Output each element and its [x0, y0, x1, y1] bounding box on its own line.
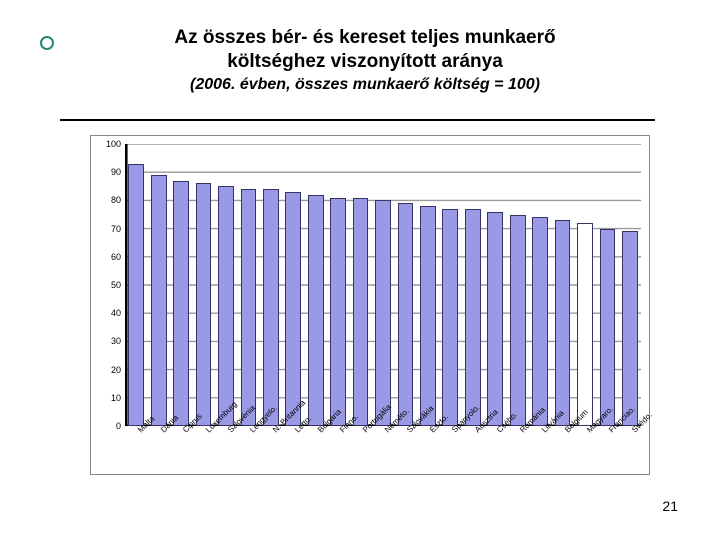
bar-slot: [192, 144, 214, 426]
bar: [196, 183, 212, 426]
bar-slot: [260, 144, 282, 426]
x-label-slot: Portugália: [349, 426, 371, 474]
x-label-slot: Svédo.: [619, 426, 641, 474]
bar-slot: [237, 144, 259, 426]
bar-slot: [372, 144, 394, 426]
y-tick-label: 10: [111, 393, 121, 403]
bar: [622, 231, 638, 426]
y-tick-label: 0: [116, 421, 121, 431]
x-label-slot: Dánia: [147, 426, 169, 474]
x-label-slot: Csého.: [484, 426, 506, 474]
y-tick-label: 70: [111, 224, 121, 234]
bar-slot: [215, 144, 237, 426]
bar-slot: [394, 144, 416, 426]
bar-slot: [147, 144, 169, 426]
x-label-slot: Belgium: [551, 426, 573, 474]
x-label-slot: Finno.: [327, 426, 349, 474]
x-label-slot: N.-Britannia: [260, 426, 282, 474]
bar: [241, 189, 257, 426]
bar-slot: [417, 144, 439, 426]
x-label-slot: Magyaro.: [574, 426, 596, 474]
bar: [398, 203, 414, 426]
page-number: 21: [662, 498, 678, 514]
bar: [532, 217, 548, 426]
bar-slot: [327, 144, 349, 426]
y-tick-label: 30: [111, 336, 121, 346]
bar: [420, 206, 436, 426]
y-tick-label: 80: [111, 195, 121, 205]
bar: [510, 215, 526, 427]
bar-slot: [282, 144, 304, 426]
x-label-slot: Néméto.: [372, 426, 394, 474]
y-tick-label: 20: [111, 365, 121, 375]
x-label-slot: Litvánia: [529, 426, 551, 474]
bar: [151, 175, 167, 426]
x-label-slot: Luxemburg: [192, 426, 214, 474]
bar-slot: [551, 144, 573, 426]
title-block: Az összes bér- és kereset teljes munkaer…: [130, 26, 600, 94]
bar-slot: [349, 144, 371, 426]
bar: [308, 195, 324, 426]
bar-slot: [125, 144, 147, 426]
x-label-slot: Ciprus: [170, 426, 192, 474]
bar: [330, 198, 346, 426]
bar-slot: [462, 144, 484, 426]
bar-chart: 0102030405060708090100 MáltaDániaCiprusL…: [90, 135, 650, 475]
y-tick-label: 100: [106, 139, 121, 149]
y-tick-label: 90: [111, 167, 121, 177]
x-label-slot: Ausztria: [462, 426, 484, 474]
title-underline: [60, 119, 655, 121]
x-tick-labels: MáltaDániaCiprusLuxemburgSzlovéniaLengye…: [125, 426, 641, 474]
bar: [285, 192, 301, 426]
x-label-slot: Bulgária: [305, 426, 327, 474]
x-label-slot: Lengyelo.: [237, 426, 259, 474]
bar: [353, 198, 369, 426]
bar: [555, 220, 571, 426]
bar-slot: [305, 144, 327, 426]
bar: [465, 209, 481, 426]
bars-container: [125, 144, 641, 426]
bar-slot: [506, 144, 528, 426]
bar: [577, 223, 593, 426]
bar: [173, 181, 189, 426]
bar: [218, 186, 234, 426]
bar-slot: [596, 144, 618, 426]
x-label-slot: Letto.: [282, 426, 304, 474]
bullet-icon: [40, 36, 54, 50]
slide-subtitle: (2006. évben, összes munkaerő költség = …: [130, 76, 600, 94]
title-line-2: költséghez viszonyított aránya: [227, 51, 503, 72]
bar: [442, 209, 458, 426]
y-tick-label: 40: [111, 308, 121, 318]
x-label-slot: Málta: [125, 426, 147, 474]
x-label-slot: Franciao.: [596, 426, 618, 474]
bar-slot: [574, 144, 596, 426]
bar-slot: [439, 144, 461, 426]
bar: [263, 189, 279, 426]
slide-title: Az összes bér- és kereset teljes munkaer…: [130, 26, 600, 74]
x-label-slot: Észto.: [417, 426, 439, 474]
y-tick-label: 60: [111, 252, 121, 262]
bar-slot: [619, 144, 641, 426]
x-label-slot: Szlovénia: [215, 426, 237, 474]
bar-slot: [484, 144, 506, 426]
y-tick-label: 50: [111, 280, 121, 290]
x-label-slot: Románia: [506, 426, 528, 474]
bar: [487, 212, 503, 426]
bar-slot: [170, 144, 192, 426]
bar: [375, 200, 391, 426]
plot-area: 0102030405060708090100: [125, 144, 641, 426]
bar: [128, 164, 144, 426]
bar: [600, 229, 616, 426]
x-label-slot: Szlovákia: [394, 426, 416, 474]
x-label-slot: Spanyolo.: [439, 426, 461, 474]
bar-slot: [529, 144, 551, 426]
title-line-1: Az összes bér- és kereset teljes munkaer…: [174, 27, 555, 48]
